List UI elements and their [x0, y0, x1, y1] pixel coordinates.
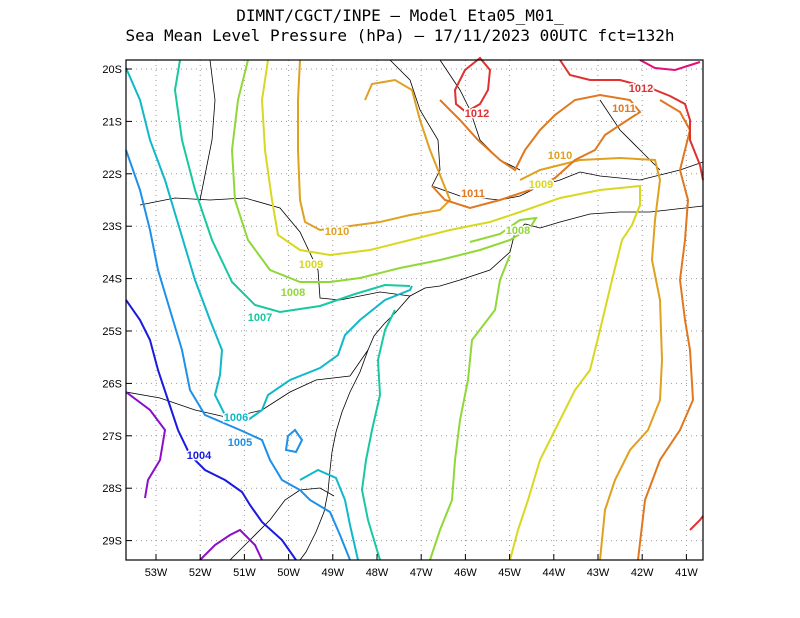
- lon-label: 44W: [542, 567, 565, 579]
- contour-label: 1010: [325, 226, 349, 238]
- contour-label: 1009: [529, 179, 553, 191]
- lon-label: 49W: [321, 567, 344, 579]
- contour-label: 1004: [187, 450, 212, 462]
- isobar-1008: [230, 59, 538, 283]
- isobar-1012: [453, 56, 492, 114]
- isobar-1012: [689, 515, 704, 531]
- contour-label: 1012: [629, 83, 653, 95]
- state-border: [199, 59, 216, 201]
- lat-lon-grid: [126, 60, 703, 560]
- lat-label: 27S: [102, 431, 122, 443]
- isobar-1012: [559, 59, 704, 181]
- lon-label: 42W: [631, 567, 654, 579]
- lon-label: 48W: [366, 567, 389, 579]
- contour-label: 1008: [506, 225, 530, 237]
- contour-label: 1012: [465, 108, 489, 120]
- lat-label: 23S: [102, 221, 122, 233]
- contour-labels: 1004 1005 1006 1007 1008 1008 1009 1009 1010 1010…: [185, 82, 654, 464]
- title-line-2: Sea Mean Level Pressure (hPa) – 17/11/20…: [125, 26, 675, 45]
- isobar-1005: [284, 428, 304, 454]
- contour-label: 1011: [461, 188, 485, 200]
- lat-label: 21S: [102, 116, 122, 128]
- isobar-1010: [297, 59, 452, 232]
- lat-label: 26S: [102, 378, 122, 390]
- contour-label: 1011: [612, 103, 636, 115]
- coastline: [299, 205, 704, 561]
- lat-label: 28S: [102, 483, 122, 495]
- isobar-1006: [125, 67, 413, 422]
- isobar-1008: [429, 254, 511, 561]
- lat-label: 20S: [102, 64, 122, 76]
- lon-label: 45W: [498, 567, 521, 579]
- isobar-1013: [639, 59, 701, 72]
- title-line-1: DIMNT/CGCT/INPE – Model Eta05_M01_: [236, 6, 564, 25]
- isobar-1003: [199, 528, 263, 561]
- lon-label: 50W: [277, 567, 300, 579]
- isobar-1009: [260, 59, 641, 561]
- coastline-borders: [125, 59, 704, 561]
- contour-label: 1005: [228, 437, 252, 449]
- lon-label: 43W: [587, 567, 610, 579]
- isobar-1005: [125, 149, 351, 561]
- isobar-1010: [519, 156, 664, 561]
- lat-label: 22S: [102, 169, 122, 181]
- lat-label: 24S: [102, 274, 122, 286]
- isobar-1011: [431, 93, 642, 210]
- lon-label: 52W: [189, 567, 212, 579]
- plot-frame: [125, 59, 704, 561]
- contour-label: 1006: [224, 412, 248, 424]
- isobar-1004: [125, 299, 297, 561]
- lat-label: 25S: [102, 326, 122, 338]
- axes: 20S 21S 22S 23S 24S 25S 26S 27S 28S 29S 53W 52W 51W 5…: [102, 64, 698, 579]
- contour-label: 1007: [248, 312, 272, 324]
- contour-label: 1008: [281, 287, 305, 299]
- isobar-1007: [360, 309, 396, 561]
- isobars: [125, 56, 704, 561]
- isobar-1011: [637, 99, 695, 561]
- lat-label: 29S: [102, 536, 122, 548]
- contour-label: 1009: [299, 259, 323, 271]
- contour-label: 1010: [548, 150, 572, 162]
- isobar-1003: [125, 391, 167, 499]
- isobar-1006: [299, 468, 359, 561]
- isobar-1007: [173, 59, 411, 314]
- lon-label: 51W: [233, 567, 256, 579]
- lon-label: 41W: [675, 567, 698, 579]
- state-border: [389, 59, 704, 201]
- lon-label: 47W: [410, 567, 433, 579]
- lon-label: 46W: [454, 567, 477, 579]
- lon-label: 53W: [145, 567, 168, 579]
